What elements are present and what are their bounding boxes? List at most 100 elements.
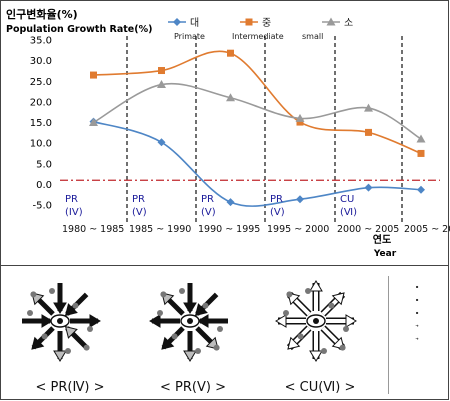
settlement-node: [195, 348, 201, 354]
flow-arrow-head-icon: [345, 314, 357, 328]
x-tick-label: 2005 ~ 2010: [404, 224, 450, 235]
legend-label-korean: 중: [262, 17, 271, 29]
flow-arrow-head-icon: [161, 336, 175, 350]
diagram-caption-pr4: < PR(Ⅳ) >: [35, 380, 105, 395]
data-point-square: [158, 67, 165, 75]
series-primate: [89, 117, 425, 207]
data-point-diamond: [157, 138, 166, 147]
chart-title-english: Population Growth Rate(%): [6, 24, 152, 35]
data-point-triangle: [89, 118, 98, 126]
phase-sub-label: (Ⅴ): [201, 207, 216, 218]
settlement-node: [171, 333, 178, 340]
y-tick-label: 25.0: [30, 77, 52, 88]
central-city-core: [187, 318, 193, 324]
data-series: [89, 49, 426, 207]
flow-arrow-head-icon: [197, 314, 209, 328]
settlement-node: [160, 291, 167, 298]
phase-label: PR: [132, 194, 145, 205]
phase-sub-label: (Ⅴ): [270, 207, 285, 218]
settlement-node: [202, 302, 209, 309]
flow-arrow-head-icon: [194, 303, 208, 317]
settlement-node: [297, 333, 304, 340]
settlement-node: [83, 344, 90, 351]
data-point-triangle: [416, 134, 426, 143]
spatial-flow-diagrams: [22, 280, 357, 362]
phase-sub-label: (Ⅵ): [340, 207, 357, 218]
x-tick-label: 1990 ~ 1995: [198, 224, 260, 235]
data-point-triangle: [226, 93, 235, 102]
series-small: [89, 80, 426, 143]
legend-item-primate: 대 Primate: [168, 17, 205, 41]
phase-label: PR: [270, 194, 283, 205]
flow-arrow-head-icon: [89, 314, 101, 328]
diagram-legend-mark: ▪: [415, 297, 419, 302]
y-tick-label: 20.0: [30, 97, 52, 108]
series-line: [93, 50, 422, 155]
diagram-caption-cu6: < CU(Ⅵ) >: [284, 380, 356, 395]
y-tick-label: 5.0: [36, 159, 52, 170]
settlement-node: [343, 326, 349, 332]
diagram-legend: ▪ ▪ ▪ ➜ ➜: [388, 276, 445, 394]
y-tick-label: 10.0: [30, 139, 52, 150]
central-city-core: [57, 318, 63, 324]
flow-arrow-head-icon: [53, 302, 67, 314]
flow-diagram-3: [275, 280, 357, 362]
legend-label-korean: 소: [344, 17, 353, 29]
settlement-node: [286, 291, 293, 298]
population-growth-chart: 인구변화율(%) Population Growth Rate(%) 대 Prim…: [6, 7, 450, 259]
data-point-diamond: [417, 185, 425, 194]
series-intermediate: [90, 49, 425, 157]
phase-label: CU: [340, 194, 354, 205]
data-point-diamond: [296, 195, 304, 204]
data-point-triangle: [326, 17, 336, 26]
data-point-square: [365, 128, 372, 136]
legend-label-english: Primate: [174, 32, 205, 41]
settlement-node: [217, 326, 223, 332]
flow-arrow-head-icon: [31, 336, 45, 350]
phase-sub-label: (IV): [65, 207, 83, 218]
settlement-node: [339, 344, 346, 351]
legend-item-intermediate: 중 Intermediate: [232, 17, 284, 41]
flow-arrow-head-icon: [64, 303, 78, 317]
flow-diagram-1: [22, 283, 101, 362]
flow-arrow-head-icon: [149, 314, 161, 328]
x-axis-label-korean: 연도: [373, 233, 391, 246]
settlement-node: [305, 288, 311, 294]
data-point-square: [227, 49, 234, 57]
settlement-node: [321, 348, 327, 354]
data-point-diamond: [226, 198, 235, 207]
settlement-node: [49, 288, 55, 294]
legend-item-small: 소 small: [302, 17, 353, 41]
legend-label-english: Intermediate: [232, 32, 284, 41]
data-point-diamond: [364, 183, 373, 192]
data-point-square: [417, 149, 425, 157]
x-axis-label-english: Year: [373, 249, 397, 259]
x-tick-label: 1995 ~ 2000: [267, 224, 329, 235]
flow-arrow-head-icon: [287, 336, 301, 350]
chart-legend: 대 Primate 중 Intermediate 소 small: [168, 17, 353, 41]
y-tick-label: 15.0: [30, 118, 52, 129]
phase-labels: PR (IV) PR (Ⅴ) PR (Ⅴ) PR (Ⅴ) CU (Ⅵ): [65, 194, 357, 218]
flow-arrow-head-icon: [275, 314, 287, 328]
x-axis: 1980 ~ 1985 1985 ~ 1990 1990 ~ 1995 1995 ~ …: [62, 224, 450, 235]
diagram-legend-arrow-icon: ➜: [415, 336, 419, 341]
settlement-node: [213, 344, 220, 351]
data-point-square: [90, 71, 97, 79]
period-dividers: [126, 36, 403, 222]
diagram-legend-arrow-icon: ➜: [415, 323, 419, 328]
diagram-legend-mark: ▪: [415, 310, 419, 315]
y-tick-label: 30.0: [30, 56, 52, 67]
flow-arrow-head-icon: [64, 325, 78, 339]
settlement-node: [157, 310, 163, 316]
y-axis: 35.0 30.0 25.0 20.0 15.0 10.0 5.0 0.0 -5.0: [30, 36, 52, 212]
x-tick-label: 2000 ~ 2005: [337, 224, 399, 235]
flow-arrow-head-icon: [309, 280, 323, 292]
phase-sub-label: (Ⅴ): [132, 207, 147, 218]
data-point-square: [296, 118, 304, 126]
flow-arrow-head-icon: [309, 350, 323, 362]
diagram-legend-mark: ▪: [415, 284, 419, 289]
phase-label: PR: [65, 194, 78, 205]
legend-label-korean: 대: [190, 17, 199, 29]
spatial-diagram-panel: < PR(Ⅳ) > < PR(Ⅴ) > < CU(Ⅵ) > ▪ ▪ ▪ ➜ ➜: [0, 265, 449, 400]
